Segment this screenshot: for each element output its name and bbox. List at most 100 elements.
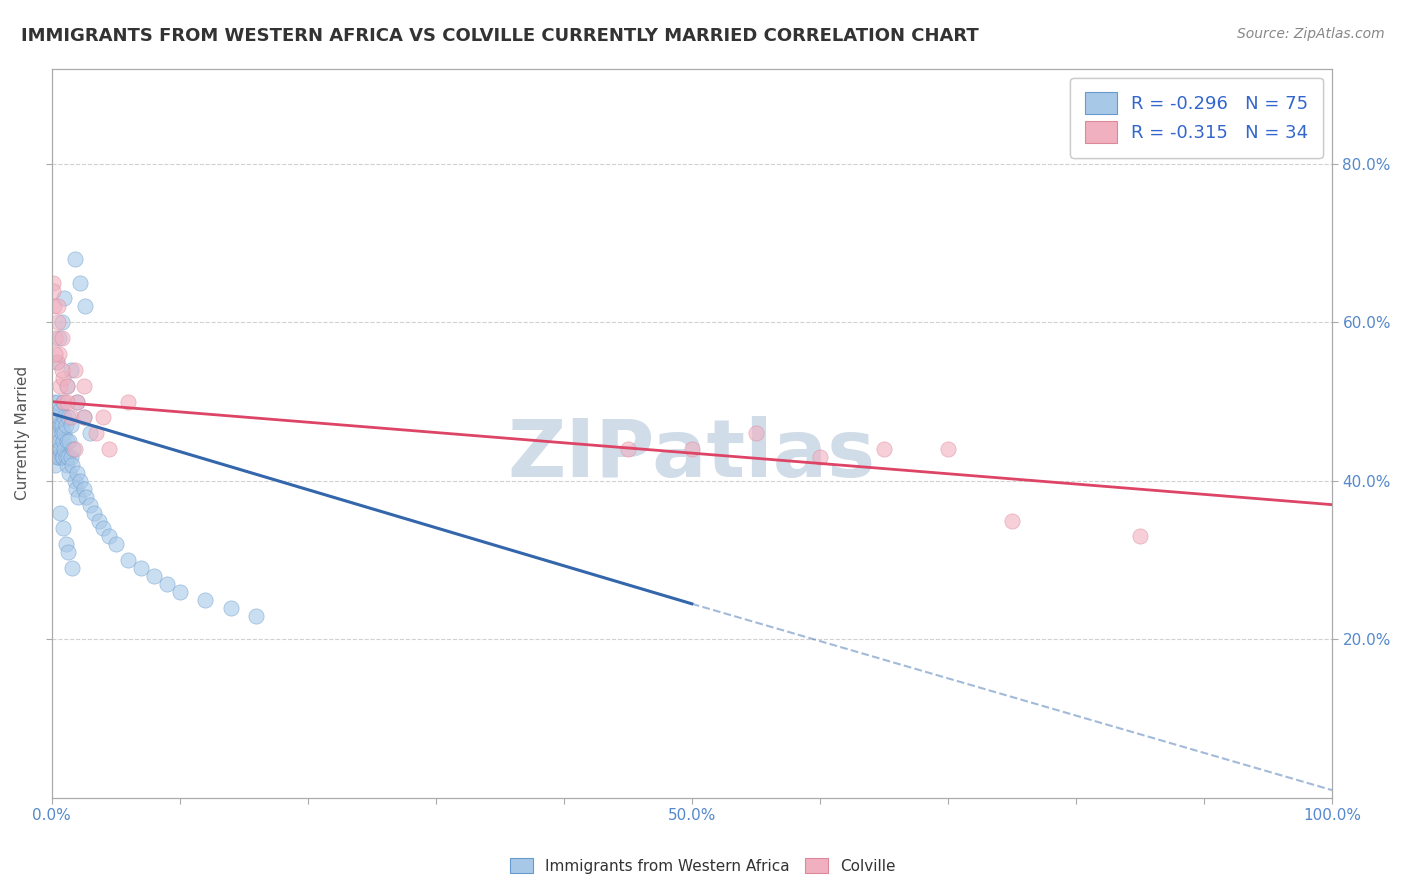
- Point: [56, 394, 79, 409]
- Point: [129, 561, 152, 575]
- Point: [219, 600, 242, 615]
- Point: [56, 458, 79, 472]
- Point: [91, 410, 114, 425]
- Point: [808, 450, 831, 464]
- Point: [59, 450, 82, 464]
- Point: [117, 394, 139, 409]
- Point: [55, 418, 77, 433]
- Point: [873, 442, 896, 457]
- Point: [67, 490, 90, 504]
- Point: [66, 466, 89, 480]
- Point: [52, 371, 75, 385]
- Point: [98, 442, 121, 457]
- Point: [56, 434, 79, 449]
- Point: [69, 474, 91, 488]
- Point: [56, 378, 79, 392]
- Point: [48, 450, 70, 464]
- Point: [681, 442, 703, 457]
- Point: [75, 490, 97, 504]
- Point: [42, 394, 65, 409]
- Point: [73, 300, 96, 314]
- Point: [69, 276, 91, 290]
- Point: [63, 474, 86, 488]
- Point: [53, 442, 76, 457]
- Point: [48, 434, 70, 449]
- Point: [52, 450, 75, 464]
- Point: [143, 569, 166, 583]
- Y-axis label: Currently Married: Currently Married: [15, 367, 30, 500]
- Text: Source: ZipAtlas.com: Source: ZipAtlas.com: [1237, 27, 1385, 41]
- Point: [42, 442, 65, 457]
- Point: [52, 521, 75, 535]
- Point: [59, 418, 82, 433]
- Point: [46, 300, 69, 314]
- Point: [48, 410, 70, 425]
- Point: [58, 466, 80, 480]
- Point: [49, 442, 72, 457]
- Point: [51, 426, 73, 441]
- Point: [56, 378, 79, 392]
- Point: [98, 529, 121, 543]
- Point: [66, 394, 89, 409]
- Point: [44, 458, 66, 472]
- Point: [49, 378, 72, 392]
- Point: [56, 545, 79, 559]
- Point: [936, 442, 959, 457]
- Point: [46, 426, 69, 441]
- Point: [60, 561, 83, 575]
- Point: [49, 402, 72, 417]
- Point: [42, 426, 65, 441]
- Point: [72, 410, 94, 425]
- Point: [45, 355, 67, 369]
- Point: [45, 355, 67, 369]
- Point: [79, 498, 101, 512]
- Point: [44, 331, 66, 345]
- Point: [53, 394, 76, 409]
- Legend: Immigrants from Western Africa, Colville: Immigrants from Western Africa, Colville: [503, 852, 903, 880]
- Point: [42, 284, 65, 298]
- Point: [56, 450, 79, 464]
- Point: [86, 426, 108, 441]
- Point: [59, 363, 82, 377]
- Point: [52, 434, 75, 449]
- Point: [169, 585, 191, 599]
- Point: [72, 482, 94, 496]
- Point: [51, 315, 73, 329]
- Point: [45, 418, 67, 433]
- Point: [245, 608, 267, 623]
- Point: [117, 553, 139, 567]
- Legend: R = -0.296   N = 75, R = -0.315   N = 34: R = -0.296 N = 75, R = -0.315 N = 34: [1070, 78, 1323, 158]
- Point: [87, 514, 110, 528]
- Point: [42, 276, 65, 290]
- Point: [1001, 514, 1024, 528]
- Point: [49, 418, 72, 433]
- Point: [48, 331, 70, 345]
- Point: [72, 410, 94, 425]
- Point: [104, 537, 127, 551]
- Point: [49, 506, 72, 520]
- Point: [72, 378, 94, 392]
- Point: [56, 410, 79, 425]
- Point: [42, 300, 65, 314]
- Text: ZIPatlas: ZIPatlas: [508, 417, 876, 494]
- Point: [63, 363, 86, 377]
- Point: [156, 577, 179, 591]
- Point: [616, 442, 638, 457]
- Point: [44, 347, 66, 361]
- Point: [55, 450, 77, 464]
- Point: [63, 442, 86, 457]
- Point: [58, 434, 80, 449]
- Point: [65, 482, 87, 496]
- Point: [60, 458, 83, 472]
- Point: [194, 592, 217, 607]
- Point: [66, 394, 89, 409]
- Point: [46, 394, 69, 409]
- Point: [53, 426, 76, 441]
- Text: IMMIGRANTS FROM WESTERN AFRICA VS COLVILLE CURRENTLY MARRIED CORRELATION CHART: IMMIGRANTS FROM WESTERN AFRICA VS COLVIL…: [21, 27, 979, 45]
- Point: [745, 426, 768, 441]
- Point: [45, 450, 67, 464]
- Point: [51, 331, 73, 345]
- Point: [59, 410, 82, 425]
- Point: [53, 410, 76, 425]
- Point: [44, 410, 66, 425]
